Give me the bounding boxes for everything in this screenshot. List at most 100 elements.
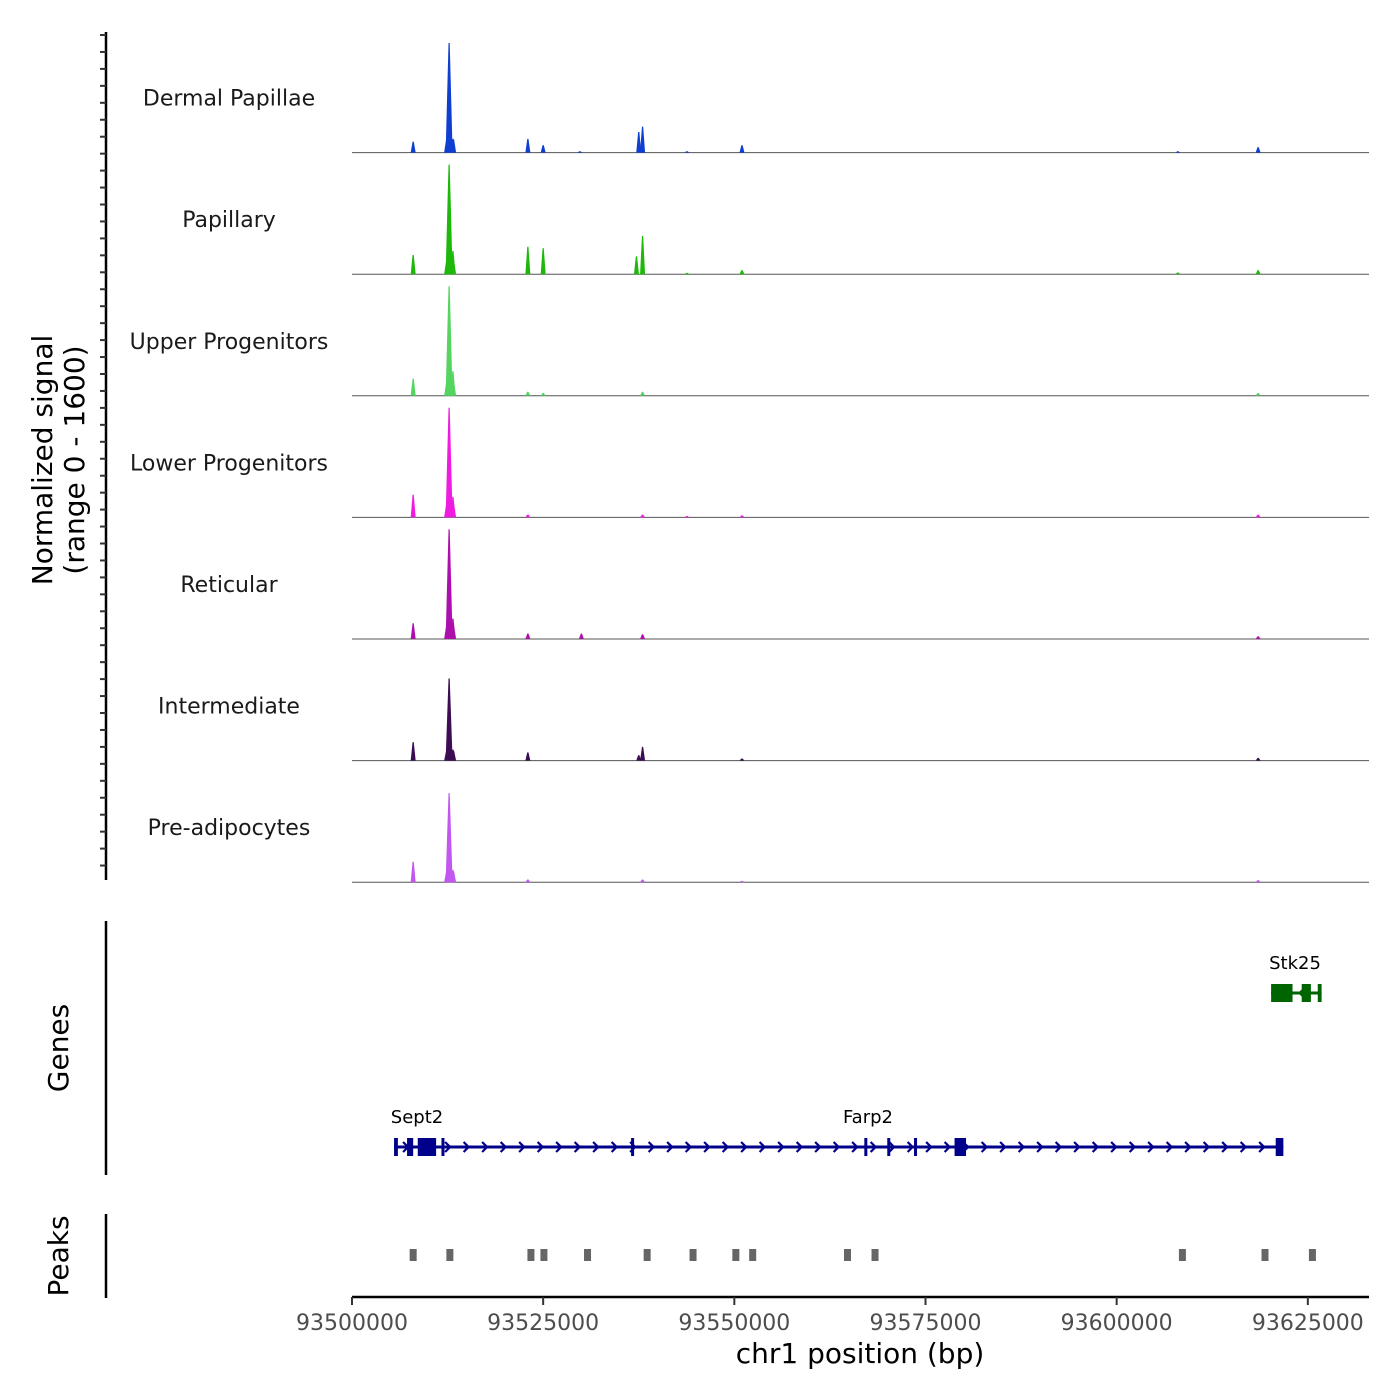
signal-peak (525, 391, 531, 396)
gene-strand-arrow (647, 1141, 656, 1153)
gene-exon (1275, 1138, 1284, 1156)
gene-exon (631, 1138, 635, 1156)
signal-peak (445, 793, 453, 883)
peak-region-mark (409, 1249, 417, 1261)
gene-exon (864, 1138, 868, 1156)
signal-peak (578, 633, 584, 639)
peak-region-mark (540, 1249, 548, 1261)
gene-strand-arrow (832, 1141, 841, 1153)
gene-strand-arrow (1202, 1141, 1211, 1153)
track-pre-adipocytes: Pre-adipocytes (148, 793, 1369, 883)
signal-peak (445, 164, 453, 275)
signal-peak (445, 407, 453, 518)
signal-tracks: Dermal Papillae Papillary Upper Progenitor… (130, 43, 1369, 883)
signal-peak (1175, 272, 1181, 275)
gene-strand-arrow (684, 1141, 693, 1153)
signal-peak (525, 879, 531, 883)
signal-peak (1255, 270, 1261, 275)
track-label: Intermediate (158, 695, 300, 720)
gene-strand-arrow (999, 1141, 1007, 1153)
signal-peak (410, 861, 416, 883)
x-axis-title: chr1 position (bp) (736, 1337, 985, 1370)
gene-strand-arrow (814, 1141, 822, 1153)
signal-peak (1175, 151, 1181, 153)
gene-strand-arrow (1036, 1141, 1044, 1153)
signal-peak (640, 879, 646, 883)
signal-peak (450, 496, 456, 518)
signal-peak (739, 515, 745, 518)
gene-exon (407, 1138, 414, 1156)
signal-peak (450, 138, 456, 153)
signal-peak (684, 516, 690, 518)
gene-strand-arrow (1054, 1141, 1063, 1153)
signal-peak (525, 752, 531, 761)
signal-peak (540, 248, 546, 275)
signal-axis-ticks (100, 34, 106, 867)
peak-region-mark (1261, 1249, 1269, 1261)
gene-exon (887, 1138, 891, 1156)
signal-peak (450, 250, 456, 275)
signal-peak (739, 270, 745, 275)
signal-peak (445, 678, 453, 761)
track-reticular: Reticular (180, 529, 1369, 640)
x-tick-label: 93550000 (678, 1311, 790, 1336)
gene-strand-arrow (869, 1141, 878, 1153)
track-intermediate: Intermediate (158, 678, 1369, 762)
gene-models: Stk25 Sept2 Farp2 (391, 953, 1322, 1156)
track-papillary: Papillary (182, 164, 1369, 275)
signal-peak (1255, 393, 1261, 396)
gene-strand-arrow (1073, 1141, 1081, 1153)
signal-peak (640, 634, 646, 639)
gene-strand-arrow (1165, 1141, 1174, 1153)
gene-strand-arrow (721, 1141, 730, 1153)
track-label: Papillary (182, 208, 276, 233)
gene-strand-arrow (1017, 1141, 1026, 1153)
signal-peak (525, 633, 531, 639)
gene-strand-arrow (925, 1141, 933, 1153)
gene-exon (417, 1138, 437, 1156)
gene-strand-arrow (1258, 1141, 1266, 1153)
gene-strand-arrow (610, 1141, 619, 1153)
peak-region-mark (732, 1249, 740, 1261)
gene-strand-arrow (943, 1141, 952, 1153)
gene-strand-arrow (703, 1141, 711, 1153)
gene-strand-arrow (795, 1141, 804, 1153)
gene-strand-arrow (740, 1141, 748, 1153)
gene-exon (1301, 984, 1311, 1002)
x-tick-label: 93500000 (296, 1311, 408, 1336)
signal-peak (684, 151, 690, 153)
track-lower-progenitors: Lower Progenitors (130, 407, 1369, 518)
signal-peak (640, 746, 646, 761)
genes-panel-title: Genes (42, 1004, 75, 1092)
x-tick-label: 93625000 (1252, 1311, 1364, 1336)
signal-peak (410, 378, 416, 396)
x-tick-label: 93600000 (1061, 1311, 1173, 1336)
gene-strand-arrow (888, 1141, 896, 1153)
signal-peak (410, 255, 416, 275)
signal-peak (739, 758, 745, 761)
x-axis-ticks: 93500000 93525000 93550000 93575000 93600000… (296, 1297, 1364, 1336)
gene-sept2: Sept2 (391, 1107, 445, 1156)
peak-region-mark (844, 1249, 852, 1261)
signal-peak (1255, 147, 1261, 153)
signal-peak (684, 272, 690, 275)
gene-exon (394, 1138, 398, 1156)
signal-peak (445, 529, 453, 639)
signal-peak (450, 618, 456, 639)
gene-strand-arrow (758, 1141, 767, 1153)
signal-peak (1255, 636, 1261, 639)
signal-peak (445, 43, 453, 153)
signal-peak (739, 145, 745, 153)
signal-peak (1255, 880, 1261, 883)
signal-peak (1255, 514, 1261, 518)
gene-strand-arrow (573, 1141, 582, 1153)
signal-peak (410, 494, 416, 518)
gene-stk25: Stk25 (1269, 953, 1322, 1002)
gene-strand-arrow (444, 1141, 452, 1153)
signal-peak (450, 869, 456, 883)
signal-peak (640, 126, 646, 153)
peak-region-mark (1178, 1249, 1186, 1261)
signal-peak (525, 246, 531, 275)
track-upper-progenitors: Upper Progenitors (130, 286, 1369, 397)
